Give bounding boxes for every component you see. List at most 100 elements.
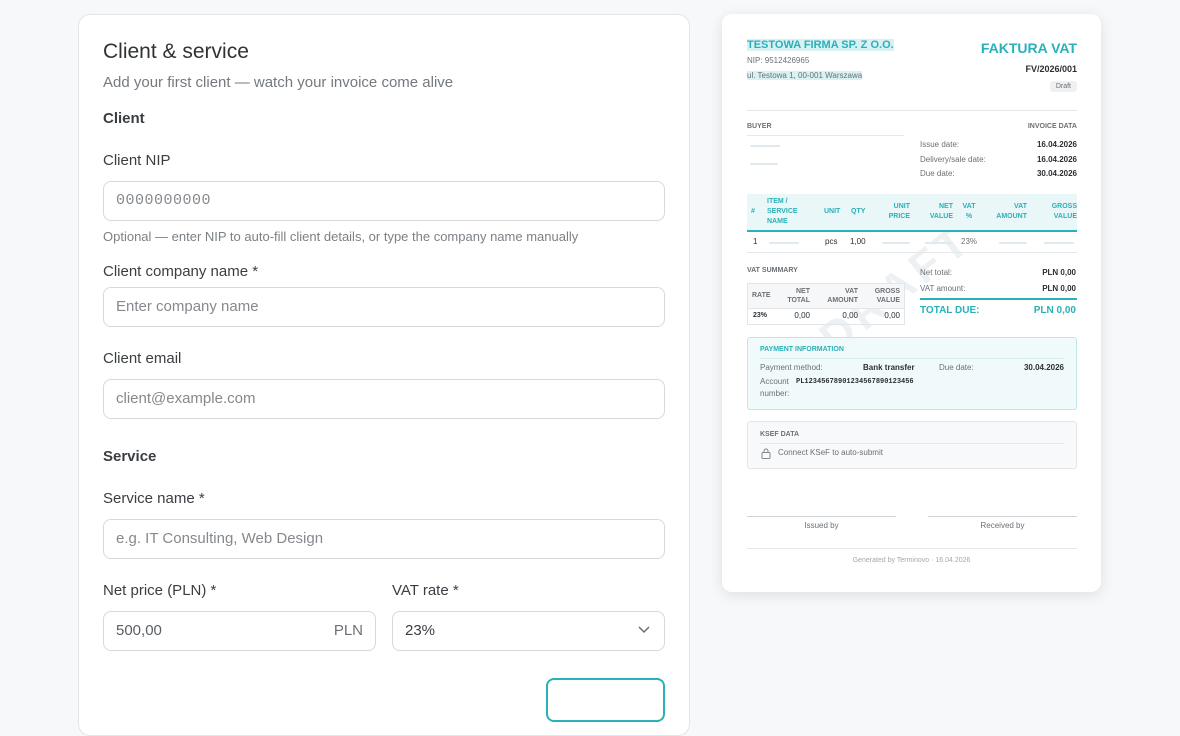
chevron: [638, 626, 650, 634]
placeholder-line: [769, 242, 799, 244]
payment-label: Account number:: [760, 377, 790, 398]
date-label: Due date:: [920, 169, 955, 178]
invoice-number: FV/2026/001: [1025, 64, 1077, 74]
column-header: #: [751, 208, 755, 215]
payment-box: PAYMENT INFORMATION Payment method: Bank…: [747, 337, 1077, 410]
placeholder: client@example.com: [116, 390, 256, 407]
column-header: UNIT PRICE: [888, 203, 910, 220]
form-card: Client & service Add your first client —…: [78, 14, 690, 736]
divider: [760, 358, 1064, 359]
date-value: 30.04.2026: [1036, 169, 1077, 178]
date-label: Delivery/sale date:: [920, 155, 986, 164]
seller-address: ul. Testowa 1, 00-001 Warszawa: [747, 71, 863, 80]
total-value: PLN 0,00: [1042, 284, 1076, 293]
field-label: Client email: [103, 350, 182, 367]
column-header: GROSS VALUE: [874, 288, 900, 304]
email-input[interactable]: client@example.com: [103, 379, 665, 419]
seller-nip: NIP: 9512426965: [747, 56, 810, 65]
field-label: Service name *: [103, 490, 205, 507]
price-input[interactable]: 500,00 PLN: [103, 611, 376, 651]
divider: [760, 443, 1064, 444]
item-cell: 1,00: [850, 237, 866, 246]
divider: [747, 135, 904, 136]
date-value: 16.04.2026: [1036, 155, 1077, 164]
placeholder-line: [999, 242, 1027, 244]
payment-label: Due date:: [939, 363, 974, 372]
column-header: QTY: [851, 208, 866, 215]
total-label: VAT amount:: [920, 284, 966, 293]
placeholder-line: [925, 242, 953, 244]
payment-label: Payment method:: [760, 363, 823, 372]
field-label: Net price (PLN) *: [103, 582, 217, 599]
divider: [747, 252, 1077, 253]
column-header: NET VALUE: [929, 203, 953, 220]
date-value: 16.04.2026: [1036, 140, 1077, 149]
summary-cell: 0,00: [842, 311, 858, 320]
summary-cell: 0,00: [794, 311, 810, 320]
items-header: [747, 194, 1077, 232]
column-header: UNIT: [824, 208, 841, 215]
placeholder-line: [750, 163, 778, 165]
vat-select[interactable]: 23%: [392, 611, 665, 651]
ksef-box: KSEF DATA Connect KSeF to auto-submit: [747, 421, 1077, 469]
placeholder: Enter company name: [116, 298, 259, 315]
unit-suffix: PLN: [333, 622, 363, 639]
section-heading: KSEF DATA: [760, 431, 800, 438]
company-input[interactable]: Enter company name: [103, 287, 665, 327]
placeholder: e.g. IT Consulting, Web Design: [116, 530, 324, 547]
ksef-note: Connect KSeF to auto-submit: [778, 448, 883, 457]
section-heading: BUYER: [747, 123, 772, 130]
field-hint: Optional — enter NIP to auto-fill client…: [103, 229, 579, 244]
column-header: RATE: [752, 292, 771, 299]
item-cell: pcs: [825, 237, 838, 246]
divider: [747, 110, 1077, 111]
signature-label: Issued by: [804, 521, 839, 530]
divider: [928, 516, 1077, 517]
form-subtitle: Add your first client — watch your invoi…: [103, 74, 454, 91]
divider: [747, 548, 1077, 549]
section-heading: VAT SUMMARY: [747, 267, 798, 274]
seller-name: TESTOWA FIRMA SP. Z O.O.: [747, 39, 894, 51]
status-badge: Draft: [1049, 81, 1077, 92]
item-cell: 23%: [961, 237, 978, 246]
total-due-value: PLN 0,00: [1033, 305, 1076, 316]
total-due-label: TOTAL DUE:: [920, 305, 980, 316]
placeholder: 0000000000: [116, 192, 212, 209]
summary-cell: 0,00: [884, 311, 900, 320]
input-value: 500,00: [116, 622, 162, 639]
item-cell: 1: [753, 237, 758, 246]
payment-value: Bank transfer: [863, 363, 915, 372]
field-label: Client NIP: [103, 152, 171, 169]
divider: [747, 516, 896, 517]
total-value: PLN 0,00: [1042, 268, 1076, 277]
nip-input[interactable]: 0000000000: [103, 181, 665, 221]
column-header: VAT %: [962, 203, 976, 220]
placeholder-line: [1044, 242, 1074, 244]
invoice-preview: DRAFT TESTOWA FIRMA SP. Z O.O. NIP: 9512…: [722, 14, 1101, 592]
section-heading: PAYMENT INFORMATION: [760, 346, 844, 353]
section-heading: INVOICE DATA: [1027, 123, 1077, 130]
total-label: Net total:: [920, 268, 953, 277]
lock-icon: [761, 448, 771, 459]
section-heading: Service: [103, 448, 157, 465]
next-button[interactable]: [546, 678, 665, 722]
summary-cell: 23%: [753, 312, 768, 319]
payment-value: 30.04.2026: [1023, 363, 1064, 372]
select-value: 23%: [405, 622, 436, 639]
placeholder-line: [750, 145, 780, 147]
vat-summary-table: RATE NET TOTAL VAT AMOUNT GROSS VALUE 23…: [747, 283, 905, 325]
column-header: VAT AMOUNT: [827, 288, 858, 304]
section-heading: Client: [103, 110, 145, 127]
payment-value: PL12345678901234567890123456: [796, 378, 914, 386]
form-title: Client & service: [103, 40, 249, 63]
signature-label: Received by: [980, 521, 1025, 530]
field-label: Client company name *: [103, 263, 259, 280]
page: Client & service Add your first client —…: [78, 14, 1101, 736]
date-label: Issue date:: [920, 140, 960, 149]
field-label: VAT rate *: [392, 582, 459, 599]
invoice-title: FAKTURA VAT: [980, 40, 1077, 56]
column-header: GROSS VALUE: [1051, 203, 1077, 220]
footer-note: Generated by Terminovo · 16.04.2026: [852, 557, 971, 564]
service-input[interactable]: e.g. IT Consulting, Web Design: [103, 519, 665, 559]
column-header: NET TOTAL: [787, 288, 810, 304]
